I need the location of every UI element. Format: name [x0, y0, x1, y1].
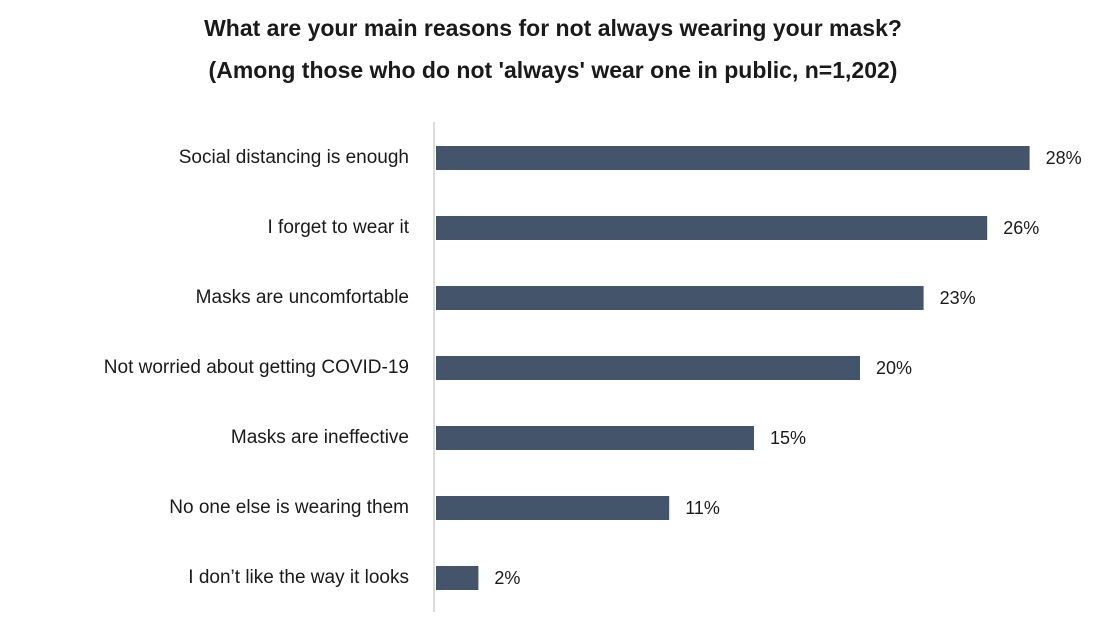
category-label: I forget to wear it	[267, 217, 409, 238]
category-label: Not worried about getting COVID-19	[104, 357, 409, 378]
value-label: 26%	[1003, 218, 1039, 238]
bar	[436, 566, 479, 590]
category-label: No one else is wearing them	[169, 497, 409, 518]
value-label: 15%	[770, 428, 806, 448]
chart-subtitle: (Among those who do not 'always' wear on…	[209, 57, 898, 83]
bar	[436, 216, 988, 240]
value-label: 28%	[1046, 148, 1082, 168]
bar	[436, 496, 670, 520]
category-label: Masks are uncomfortable	[196, 287, 409, 308]
category-label: Masks are ineffective	[231, 427, 409, 448]
chart-title: What are your main reasons for not alway…	[204, 15, 902, 41]
value-label: 20%	[876, 358, 912, 378]
value-label: 11%	[685, 498, 720, 518]
bar	[436, 356, 860, 380]
bar	[436, 426, 754, 450]
value-label: 2%	[494, 568, 520, 588]
value-label: 23%	[940, 288, 976, 308]
bar	[436, 286, 924, 310]
category-label: Social distancing is enough	[179, 147, 409, 168]
bar	[436, 146, 1030, 170]
category-label: I don’t like the way it looks	[188, 567, 409, 588]
